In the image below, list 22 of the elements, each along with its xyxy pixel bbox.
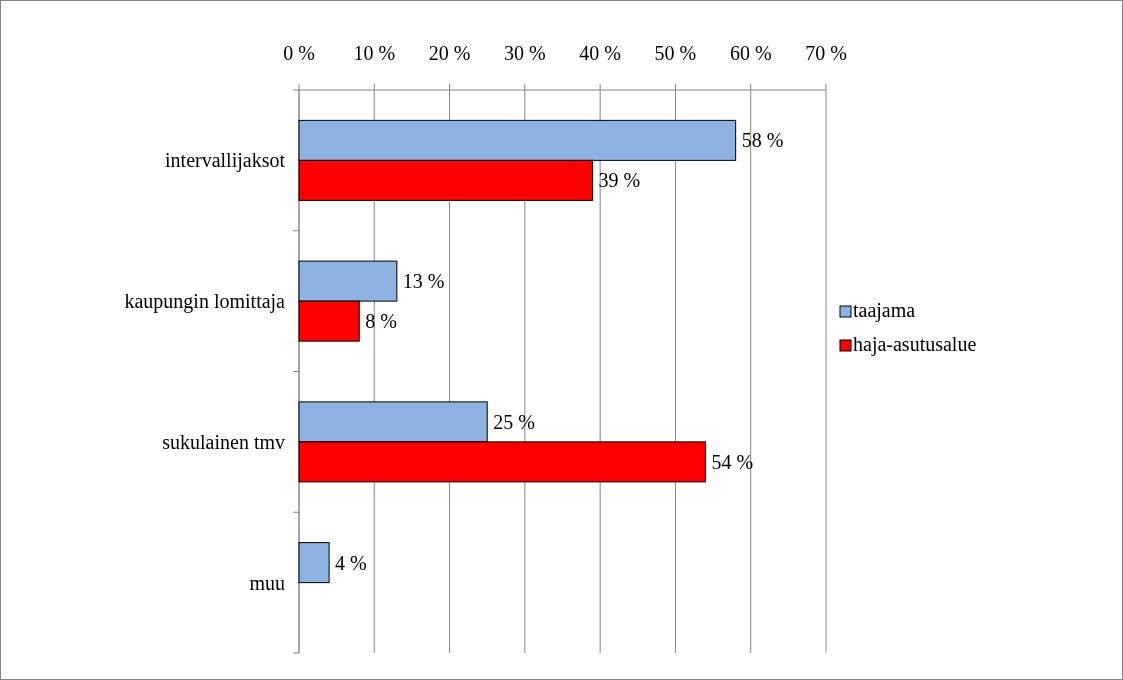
data-label: 25 % (493, 410, 535, 433)
data-label: 39 % (598, 169, 641, 192)
x-tick-label: 10 % (353, 42, 396, 64)
x-tick-label: 70 % (805, 42, 847, 64)
y-tick-label: muu (249, 571, 285, 594)
data-label: 13 % (402, 270, 445, 293)
x-tick-label: 40 % (579, 42, 621, 64)
y-tick-label: kaupungin lomittaja (124, 290, 286, 314)
data-label: 4 % (335, 551, 367, 574)
x-tick-label: 0 % (283, 42, 315, 64)
data-label: 54 % (711, 450, 754, 473)
bar (298, 542, 330, 584)
legend-label: haja-asutusalue (853, 333, 977, 356)
data-label: 8 % (365, 310, 397, 333)
x-tick-label: 30 % (504, 42, 546, 64)
data-label: 58 % (741, 129, 784, 152)
x-tick-label: 20 % (428, 42, 471, 64)
x-tick-label: 60 % (729, 42, 772, 64)
y-tick-label: intervallijaksot (165, 149, 286, 173)
x-tick-label: 50 % (654, 42, 697, 64)
y-tick-label: sukulainen tmv (162, 430, 285, 453)
legend-label: taajama (853, 299, 916, 322)
